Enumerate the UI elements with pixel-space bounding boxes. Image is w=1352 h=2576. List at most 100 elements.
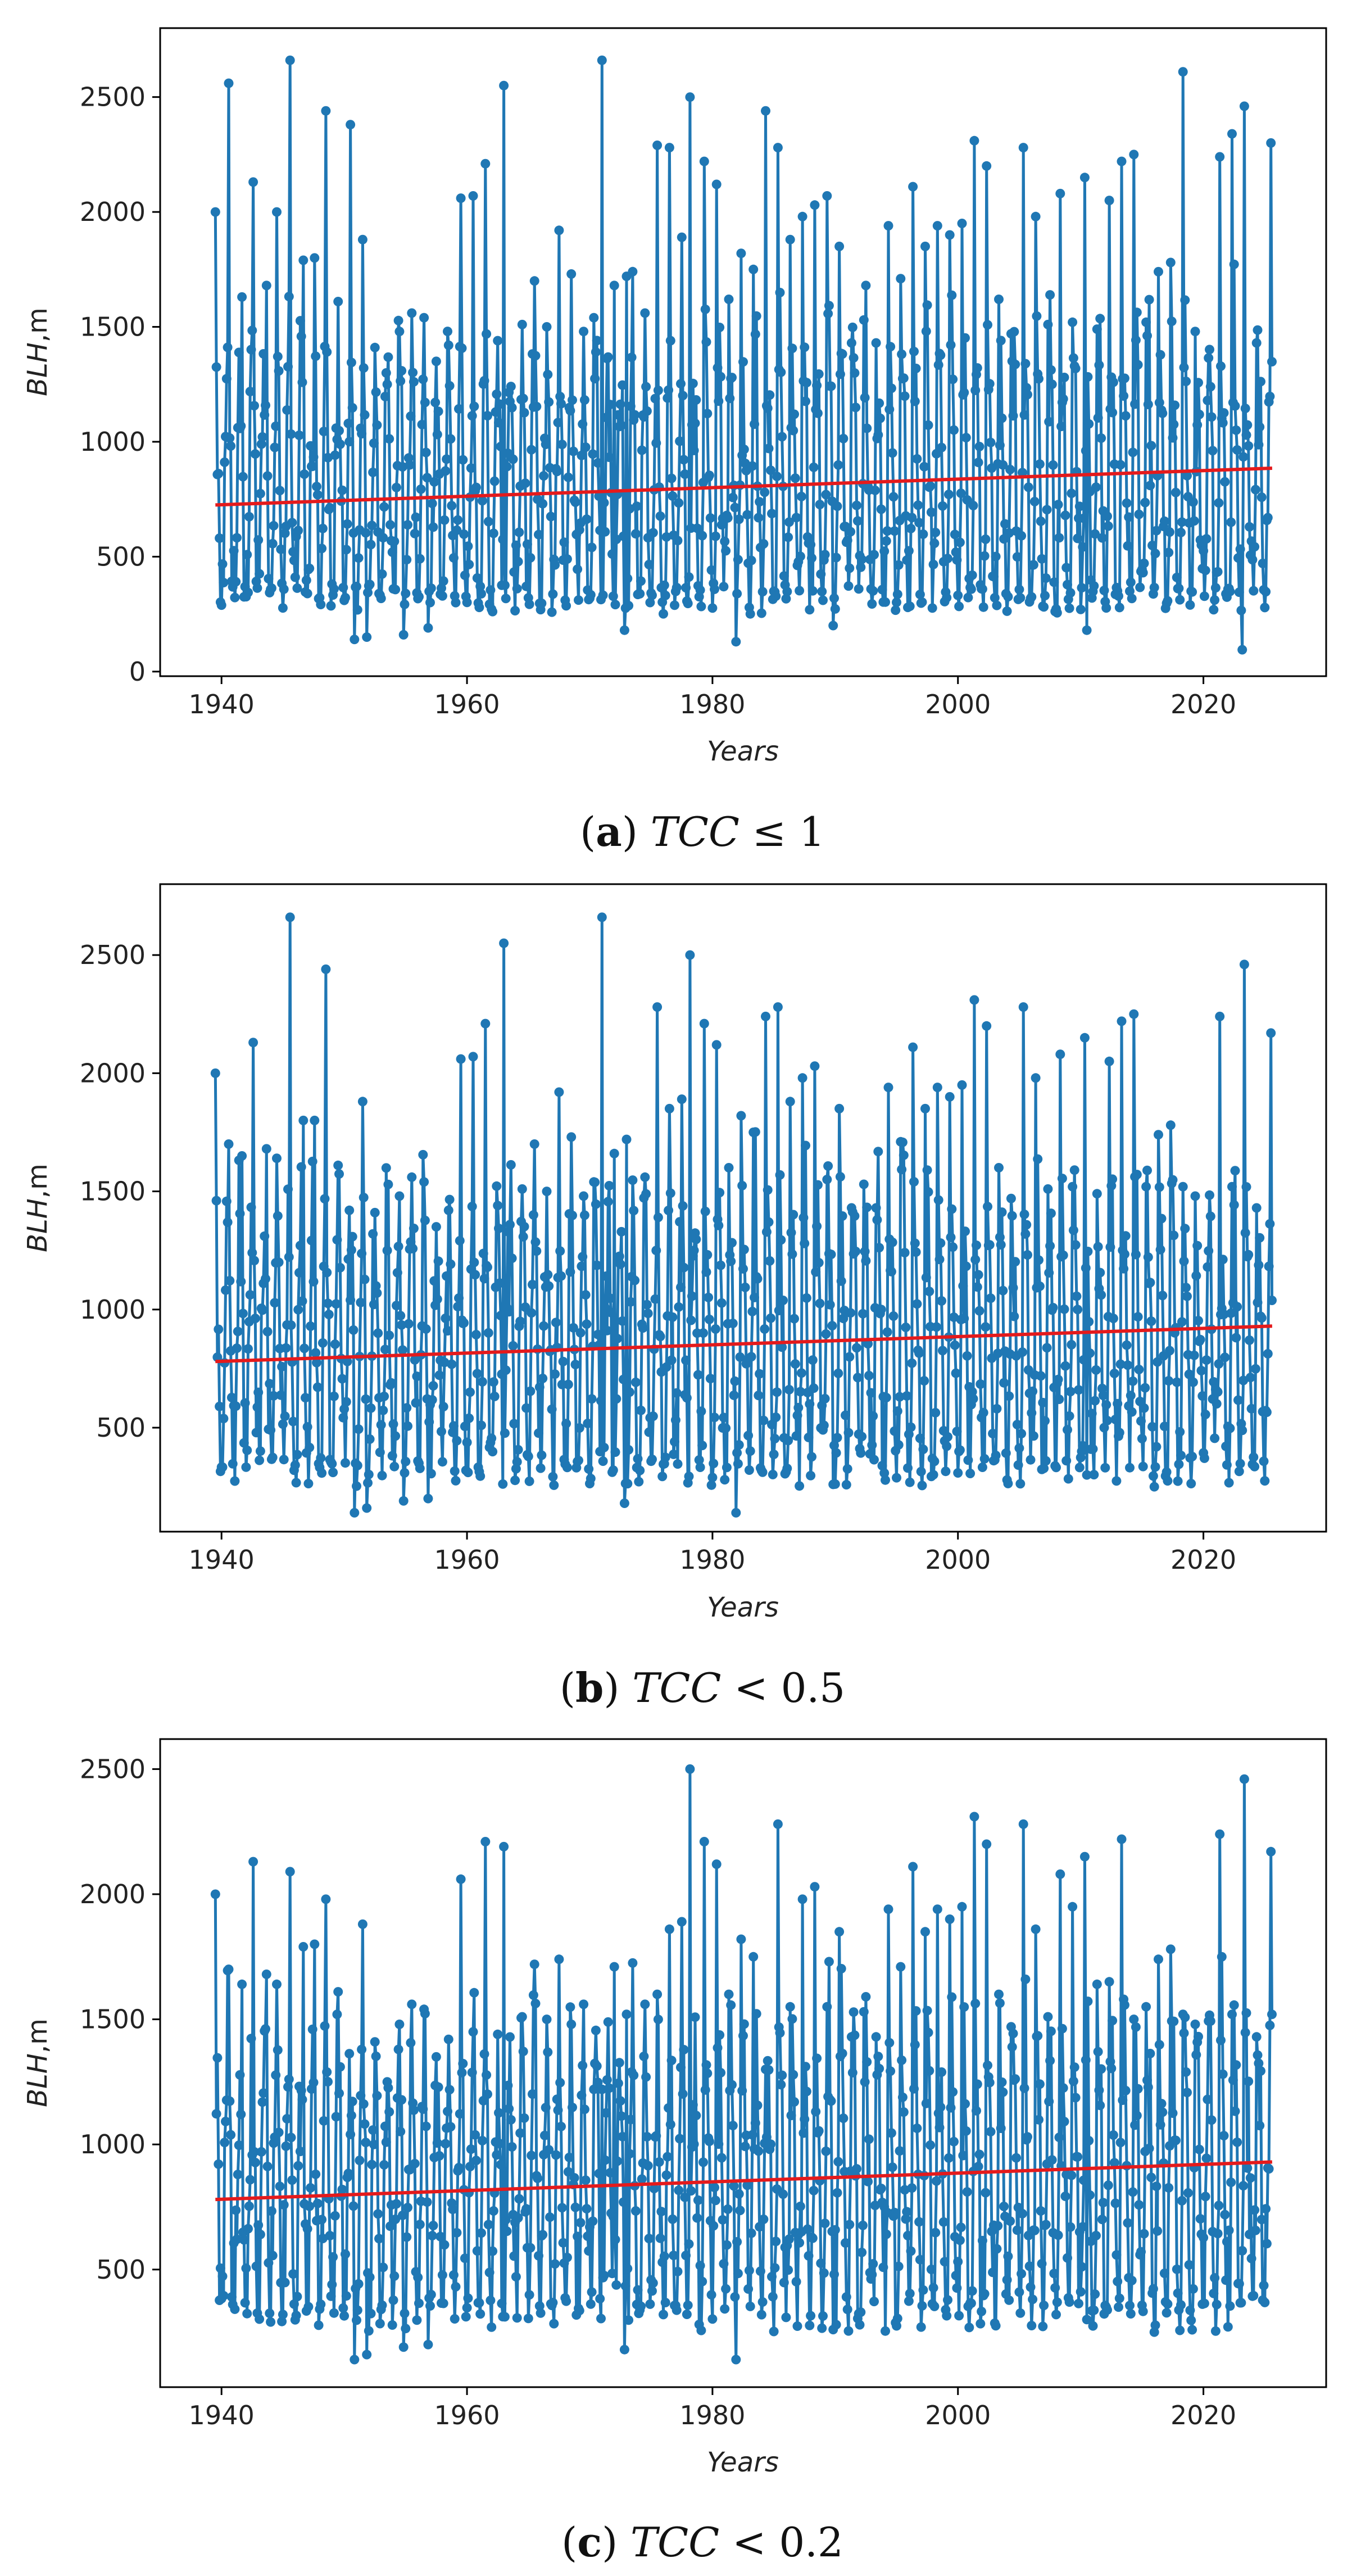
data-point [956, 2222, 966, 2233]
data-point [360, 410, 370, 420]
data-point [1045, 2056, 1055, 2066]
data-point [530, 1999, 541, 2008]
data-point [1141, 2002, 1151, 2012]
data-point [1017, 1347, 1027, 1357]
data-point [1004, 528, 1014, 538]
data-point [465, 1387, 475, 1397]
data-point [596, 1396, 606, 1406]
data-point [270, 1298, 280, 1308]
data-point [750, 2118, 760, 2128]
data-point [221, 1196, 232, 1206]
data-point [343, 418, 353, 428]
data-point [967, 2286, 977, 2296]
data-point [1061, 1456, 1072, 1466]
data-point [284, 2074, 294, 2084]
data-point [237, 1979, 247, 1989]
data-point [305, 563, 315, 573]
data-point [457, 343, 467, 353]
data-point [1045, 290, 1055, 300]
data-point [800, 1238, 810, 1248]
data-point [913, 500, 923, 510]
data-point [1041, 2220, 1051, 2230]
data-point [1117, 156, 1127, 166]
data-point [651, 2131, 661, 2141]
data-point [815, 500, 825, 510]
data-point [1204, 1246, 1214, 1256]
data-point [687, 1291, 697, 1301]
data-point [1233, 553, 1243, 563]
data-point [224, 1964, 234, 1975]
data-point [509, 1419, 519, 1429]
data-point [389, 536, 400, 546]
data-point [969, 1812, 979, 1822]
data-point [843, 1428, 854, 1438]
data-point [270, 442, 280, 452]
data-point [1197, 1391, 1208, 1401]
data-point [267, 1452, 278, 1463]
data-point [988, 1429, 998, 1438]
data-point [886, 342, 896, 352]
data-point [838, 1314, 849, 1324]
data-point [831, 1448, 841, 1458]
data-point [471, 482, 481, 492]
data-point [790, 1314, 799, 1324]
data-point [409, 1224, 419, 1233]
data-point [1164, 2183, 1174, 2193]
data-point [566, 269, 577, 279]
data-point [802, 2224, 813, 2234]
data-point [1169, 419, 1179, 429]
data-point [577, 1261, 587, 1271]
data-point [480, 1018, 491, 1029]
data-point [1179, 363, 1189, 373]
data-point [883, 1904, 893, 1914]
data-point [1126, 1391, 1136, 1401]
data-point [866, 1388, 876, 1398]
data-point [1093, 1242, 1103, 1252]
data-point [719, 2259, 729, 2269]
data-point [1082, 2315, 1092, 2325]
data-point [642, 406, 652, 416]
data-point [727, 1238, 737, 1248]
data-point [915, 590, 925, 600]
data-point [746, 2228, 756, 2238]
data-point [219, 2290, 229, 2301]
data-point [1196, 1366, 1206, 1375]
data-point [500, 2312, 510, 2322]
data-point [463, 541, 473, 551]
data-point [834, 1927, 845, 1937]
data-point [768, 1469, 778, 1479]
data-point [910, 1238, 920, 1248]
data-point [372, 2091, 382, 2100]
data-point [833, 2157, 843, 2167]
data-point [876, 504, 886, 514]
data-point [539, 1321, 549, 1331]
data-point [858, 2220, 868, 2230]
data-point [506, 2115, 516, 2125]
data-point [389, 1461, 400, 1472]
data-point [538, 2230, 548, 2240]
data-point [912, 2124, 922, 2133]
data-point [974, 2149, 984, 2160]
data-point [748, 264, 759, 274]
data-point [860, 2077, 870, 2087]
data-point [269, 1391, 279, 1401]
data-point [946, 340, 956, 350]
data-point [448, 1421, 459, 1431]
data-point [1127, 2275, 1137, 2285]
data-point [681, 2251, 691, 2261]
data-point [1092, 1979, 1102, 1989]
data-point [1078, 542, 1088, 552]
data-point [492, 2150, 502, 2160]
data-point [448, 2270, 459, 2280]
data-point [219, 578, 229, 587]
data-point [1244, 2076, 1254, 2086]
data-point [1250, 485, 1260, 495]
data-point [472, 573, 482, 583]
data-point [666, 1355, 677, 1365]
data-point [1240, 404, 1250, 414]
data-point [586, 590, 596, 600]
data-point [352, 1460, 362, 1470]
data-point [518, 2047, 528, 2057]
data-point [1035, 459, 1045, 469]
data-point [918, 2285, 928, 2295]
